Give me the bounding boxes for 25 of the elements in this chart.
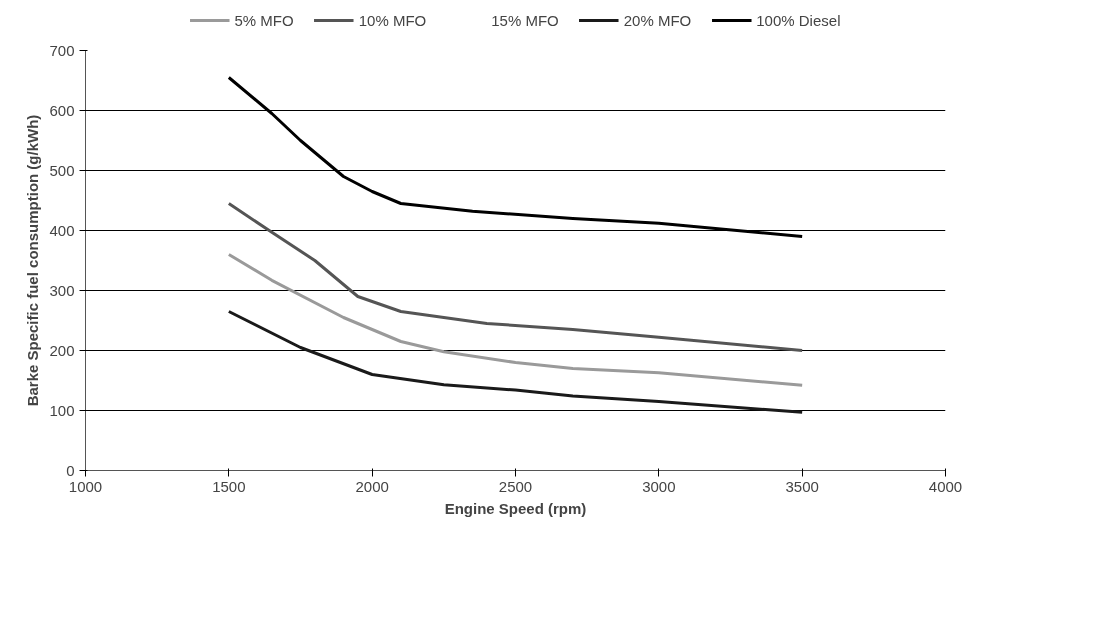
y-axis-title: Barke Specific fuel consumption (g/kWh) bbox=[24, 114, 42, 407]
y-tick-label: 300 bbox=[49, 281, 75, 299]
legend-label: 5% MFO bbox=[234, 11, 294, 29]
line-series bbox=[227, 253, 804, 387]
y-tick-label: 100 bbox=[49, 401, 75, 419]
x-tick-label: 3500 bbox=[785, 477, 819, 495]
x-tick-label: 4000 bbox=[928, 477, 963, 495]
x-tick-label: 1500 bbox=[212, 477, 246, 495]
y-tick-label: 600 bbox=[49, 101, 75, 119]
x-tick-label: 1000 bbox=[68, 477, 103, 495]
y-tick-label: 0 bbox=[66, 461, 75, 479]
legend-label: 100% Diesel bbox=[756, 11, 841, 29]
x-tick-label: 3000 bbox=[642, 477, 676, 495]
line-series bbox=[227, 202, 804, 352]
y-tick-label: 700 bbox=[49, 41, 75, 59]
x-tick-label: 2000 bbox=[355, 477, 389, 495]
text: 15% MFO bbox=[491, 11, 559, 29]
legend-label: 20% MFO bbox=[623, 11, 692, 29]
y-tick-label: 500 bbox=[49, 161, 75, 179]
x-tick-label: 2500 bbox=[498, 477, 533, 495]
legend-label: 10% MFO bbox=[358, 11, 427, 29]
x-axis-title: Engine Speed (rpm) bbox=[444, 499, 587, 517]
line-series bbox=[227, 310, 804, 414]
y-tick-label: 200 bbox=[49, 341, 75, 359]
y-tick-label: 400 bbox=[49, 221, 75, 239]
